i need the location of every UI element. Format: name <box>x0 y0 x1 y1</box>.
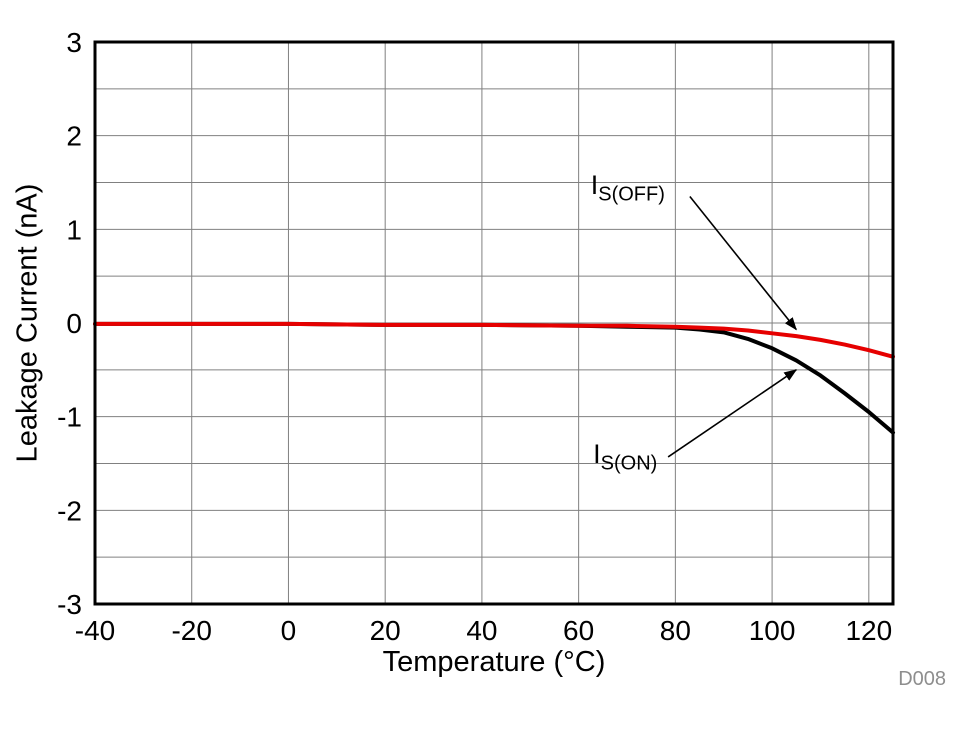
svg-text:60: 60 <box>563 615 594 646</box>
x-axis-label: Temperature (°C) <box>382 646 606 678</box>
svg-text:3: 3 <box>66 27 82 58</box>
series-label-is-on: IS(ON) <box>593 438 658 475</box>
svg-text:100: 100 <box>749 615 796 646</box>
plot-frame <box>93 40 895 606</box>
y-tick-labels: -3 -2 -1 0 1 2 3 <box>57 27 82 620</box>
svg-text:0: 0 <box>66 308 82 339</box>
svg-text:-40: -40 <box>75 615 115 646</box>
figure-id-watermark: D008 <box>898 668 946 690</box>
y-axis-label: Leakage Current (nA) <box>11 183 44 463</box>
series-curves <box>93 321 895 435</box>
svg-text:1: 1 <box>66 214 82 245</box>
annotation-arrows <box>667 196 798 458</box>
svg-text:20: 20 <box>370 615 401 646</box>
svg-text:-2: -2 <box>57 495 82 526</box>
svg-text:2: 2 <box>66 121 82 152</box>
svg-text:-1: -1 <box>57 402 82 433</box>
x-tick-labels: -40 -20 0 20 40 60 80 100 120 <box>75 615 892 646</box>
series-label-is-off: IS(OFF) <box>590 170 665 206</box>
svg-text:120: 120 <box>845 615 892 646</box>
svg-text:0: 0 <box>281 615 297 646</box>
svg-text:80: 80 <box>660 615 691 646</box>
svg-text:40: 40 <box>466 615 497 646</box>
svg-text:-20: -20 <box>171 615 211 646</box>
svg-text:-3: -3 <box>57 589 82 620</box>
